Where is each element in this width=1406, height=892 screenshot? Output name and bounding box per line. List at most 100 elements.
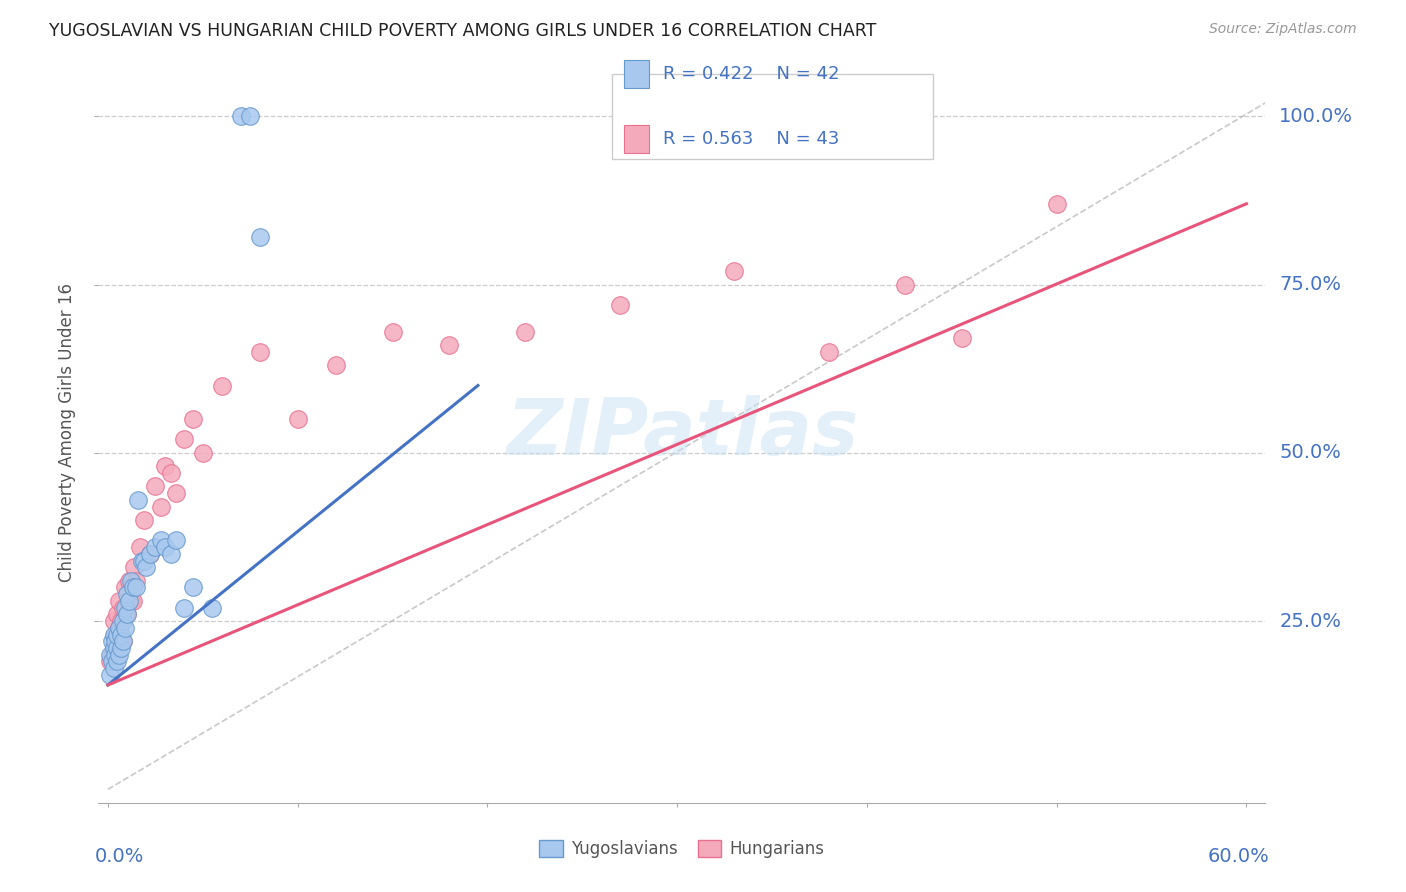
Point bbox=[110, 640, 132, 655]
Y-axis label: Child Poverty Among Girls Under 16: Child Poverty Among Girls Under 16 bbox=[58, 283, 76, 582]
Point bbox=[98, 668, 121, 682]
Point bbox=[112, 614, 135, 628]
Point bbox=[114, 600, 136, 615]
Point bbox=[110, 627, 132, 641]
Point bbox=[211, 378, 233, 392]
Point bbox=[121, 594, 143, 608]
Point bbox=[325, 359, 347, 373]
Point bbox=[439, 338, 461, 352]
Text: YUGOSLAVIAN VS HUNGARIAN CHILD POVERTY AMONG GIRLS UNDER 16 CORRELATION CHART: YUGOSLAVIAN VS HUNGARIAN CHILD POVERTY A… bbox=[49, 22, 876, 40]
Point bbox=[181, 412, 204, 426]
Point bbox=[104, 634, 127, 648]
Point bbox=[159, 466, 181, 480]
Point bbox=[201, 600, 224, 615]
Point bbox=[105, 627, 128, 641]
Text: 0.0%: 0.0% bbox=[96, 847, 145, 866]
Point bbox=[249, 230, 271, 244]
Point bbox=[115, 607, 138, 622]
Point bbox=[103, 627, 125, 641]
Point bbox=[381, 325, 404, 339]
Text: 60.0%: 60.0% bbox=[1208, 847, 1268, 866]
Point bbox=[120, 594, 142, 608]
Point bbox=[287, 412, 309, 426]
Point bbox=[191, 446, 214, 460]
Point bbox=[103, 614, 125, 628]
Point bbox=[105, 655, 128, 669]
Point bbox=[120, 574, 142, 588]
Bar bbox=[624, 61, 650, 88]
Point bbox=[118, 574, 141, 588]
Point bbox=[609, 298, 631, 312]
Point bbox=[818, 344, 841, 359]
Point bbox=[103, 640, 125, 655]
Point bbox=[108, 621, 131, 635]
Point bbox=[124, 560, 146, 574]
Text: 25.0%: 25.0% bbox=[1279, 612, 1341, 631]
Point bbox=[100, 648, 122, 662]
Point bbox=[159, 547, 181, 561]
Point bbox=[114, 581, 136, 595]
Point bbox=[108, 648, 131, 662]
Point bbox=[110, 614, 132, 628]
Point bbox=[105, 607, 128, 622]
Point bbox=[150, 533, 173, 548]
Point bbox=[1046, 196, 1069, 211]
Point bbox=[114, 621, 136, 635]
Point bbox=[105, 640, 128, 655]
Point bbox=[98, 655, 121, 669]
Point bbox=[150, 500, 173, 514]
Point bbox=[129, 540, 152, 554]
Text: Source: ZipAtlas.com: Source: ZipAtlas.com bbox=[1209, 22, 1357, 37]
Point bbox=[138, 547, 160, 561]
Point bbox=[132, 553, 155, 567]
Point bbox=[239, 109, 262, 123]
Point bbox=[173, 600, 195, 615]
Text: 100.0%: 100.0% bbox=[1279, 107, 1354, 126]
Point bbox=[127, 492, 149, 507]
Point bbox=[153, 540, 176, 554]
Point bbox=[173, 433, 195, 447]
Point bbox=[108, 621, 131, 635]
Point bbox=[112, 600, 135, 615]
Point bbox=[153, 459, 176, 474]
Point bbox=[105, 634, 128, 648]
Point bbox=[112, 634, 135, 648]
Point bbox=[104, 648, 127, 662]
Text: 50.0%: 50.0% bbox=[1279, 443, 1341, 462]
Point bbox=[165, 533, 187, 548]
Text: ZIPatlas: ZIPatlas bbox=[506, 394, 858, 471]
Point bbox=[165, 486, 187, 500]
Point bbox=[112, 634, 135, 648]
Point bbox=[100, 655, 122, 669]
Text: R = 0.422    N = 42: R = 0.422 N = 42 bbox=[664, 65, 839, 83]
Point bbox=[121, 581, 143, 595]
Point bbox=[143, 479, 166, 493]
Point bbox=[723, 264, 745, 278]
Text: 75.0%: 75.0% bbox=[1279, 275, 1341, 294]
Point bbox=[104, 627, 127, 641]
Bar bbox=[624, 125, 650, 153]
Point bbox=[229, 109, 252, 123]
Point bbox=[115, 587, 138, 601]
Point bbox=[515, 325, 537, 339]
Point bbox=[249, 344, 271, 359]
Point bbox=[950, 331, 973, 345]
Point bbox=[108, 594, 131, 608]
Legend: Yugoslavians, Hungarians: Yugoslavians, Hungarians bbox=[533, 833, 831, 865]
Point bbox=[98, 648, 121, 662]
Point bbox=[125, 581, 148, 595]
Point bbox=[125, 574, 148, 588]
Point bbox=[143, 540, 166, 554]
Point bbox=[118, 594, 141, 608]
Text: R = 0.563    N = 43: R = 0.563 N = 43 bbox=[664, 129, 839, 148]
Point bbox=[181, 581, 204, 595]
Point bbox=[131, 553, 153, 567]
Point bbox=[135, 560, 157, 574]
FancyBboxPatch shape bbox=[612, 73, 932, 159]
Point bbox=[138, 547, 160, 561]
Point bbox=[100, 634, 122, 648]
Point bbox=[894, 277, 917, 292]
Point bbox=[115, 607, 138, 622]
Point bbox=[132, 513, 155, 527]
Point bbox=[103, 640, 125, 655]
